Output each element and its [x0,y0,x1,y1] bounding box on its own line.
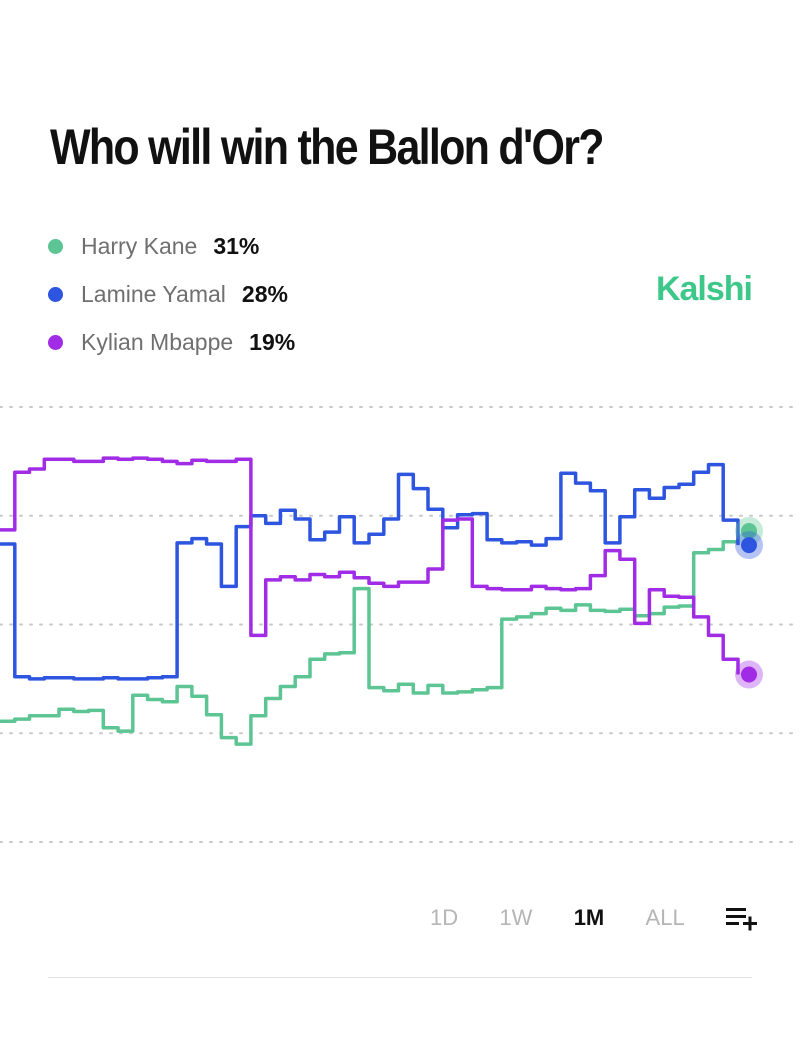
end-marker-harry-kane [741,522,757,539]
page-title: Who will win the Ballon d'Or? [50,119,604,175]
legend-item-lamine-yamal: Lamine Yamal 28% [48,270,295,318]
time-range-selector: 1D 1W 1M ALL [430,898,760,938]
series-lines [0,456,740,746]
legend: Harry Kane 31% Lamine Yamal 28% Kylian M… [48,222,295,366]
legend-value: 31% [213,232,260,259]
line-chart [0,406,800,843]
legend-dot-harry-kane [48,238,63,254]
series-line-kylian-mbappe [0,456,740,675]
legend-name: Kylian Mbappe [81,328,234,355]
legend-dot-lamine-yamal [48,286,63,302]
range-all-button[interactable]: ALL [645,905,685,930]
bottom-divider [48,977,752,978]
brand-logo: Kalshi [655,270,753,308]
series-line-lamine-yamal [0,462,740,681]
end-markers [735,516,763,689]
range-1w-button[interactable]: 1W [499,905,533,930]
range-1m-button[interactable]: 1M [573,905,605,930]
end-marker-lamine-yamal [741,537,757,554]
legend-name: Harry Kane [81,232,198,259]
grid [0,406,800,843]
legend-value: 28% [241,280,288,307]
range-1d-button[interactable]: 1D [430,905,459,930]
legend-item-harry-kane: Harry Kane 31% [48,222,295,270]
playlist-add-icon[interactable] [725,904,760,932]
legend-value: 19% [249,328,296,355]
end-marker-kylian-mbappe [741,666,757,683]
legend-item-kylian-mbappe: Kylian Mbappe 19% [48,318,295,366]
series-line-harry-kane [0,531,740,746]
legend-name: Lamine Yamal [81,280,226,307]
legend-dot-kylian-mbappe [48,334,63,350]
